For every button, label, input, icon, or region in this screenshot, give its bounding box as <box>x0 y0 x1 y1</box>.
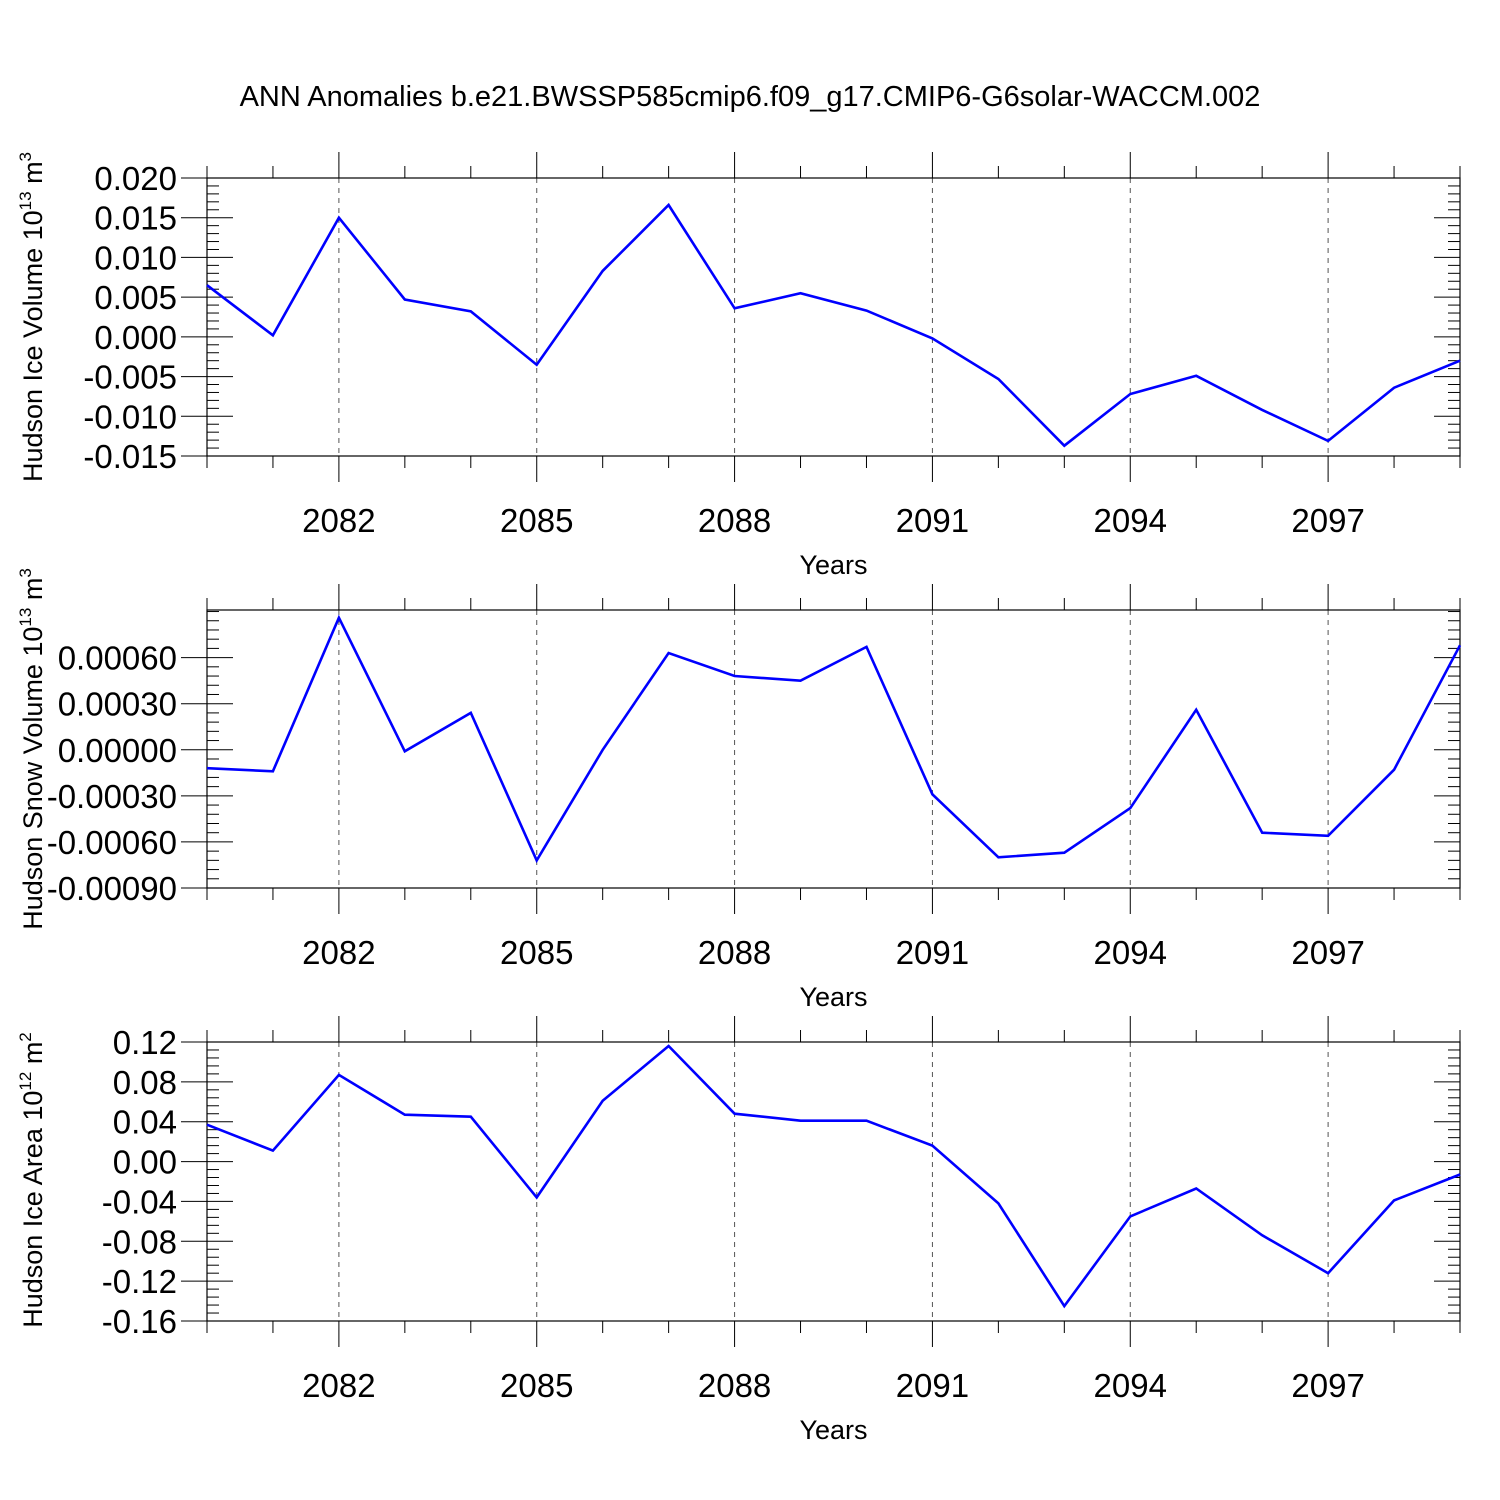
y-tick-label: 0.020 <box>94 160 177 197</box>
series-line <box>206 1044 1461 1309</box>
x-tick-label: 2094 <box>1094 1367 1167 1404</box>
y-axis-label: Hudson Snow Volume 1013 m3 <box>16 568 48 930</box>
y-tick-label: 0.010 <box>94 239 177 276</box>
y-tick-label: 0.015 <box>94 200 177 237</box>
x-tick-label: 2091 <box>896 1367 969 1404</box>
x-axis-label: Years <box>799 550 867 580</box>
panel-1: 2082 2085 2088 2091 2094 2097 Years -0.015-0.01… <box>16 152 1461 580</box>
x-tick-label: 2094 <box>1094 934 1167 971</box>
series-line <box>206 614 1462 864</box>
x-tick-label: 2085 <box>500 1367 573 1404</box>
x-tick-label: 2097 <box>1291 502 1364 539</box>
x-tick-label: 2097 <box>1291 1367 1364 1404</box>
y-tick-label: -0.005 <box>83 359 177 396</box>
y-axis-label: Hudson Ice Volume 1013 m3 <box>16 152 48 482</box>
y-tick-label: 0.00060 <box>58 640 177 677</box>
plot-frame <box>206 1041 1461 1322</box>
x-axis-label: Years <box>799 1415 867 1445</box>
plot-frame <box>206 177 1461 457</box>
plot-frame <box>206 609 1461 889</box>
x-tick-label: 2082 <box>302 502 375 539</box>
y-tick-label: -0.010 <box>83 398 177 435</box>
y-tick-label: -0.015 <box>83 438 177 475</box>
x-tick-label: 2088 <box>698 1367 771 1404</box>
y-tick-label: -0.16 <box>102 1303 177 1340</box>
y-axis-label: Hudson Ice Area 1012 m2 <box>16 1032 48 1328</box>
y-tick-label: -0.00030 <box>47 778 177 815</box>
y-tick-label: 0.00000 <box>58 732 177 769</box>
y-tick-label: 0.12 <box>113 1024 177 1061</box>
x-tick-label: 2085 <box>500 934 573 971</box>
x-tick-label: 2082 <box>302 1367 375 1404</box>
series-line <box>206 202 1461 448</box>
chart-panels: 2082 2085 2088 2091 2094 2097 Years -0.015-0.01… <box>16 152 1462 1445</box>
panel-3: 2082 2085 2088 2091 2094 2097Years-0.16-0.12-… <box>16 1016 1461 1445</box>
x-tick-label: 2094 <box>1094 502 1167 539</box>
x-tick-label: 2082 <box>302 934 375 971</box>
x-tick-label: 2088 <box>698 502 771 539</box>
y-tick-label: 0.08 <box>113 1064 177 1101</box>
y-tick-label: 0.005 <box>94 279 177 316</box>
x-tick-label: 2091 <box>896 934 969 971</box>
y-tick-label: -0.00060 <box>47 824 177 861</box>
x-tick-label: 2085 <box>500 502 573 539</box>
y-tick-label: 0.00 <box>113 1144 177 1181</box>
x-tick-label: 2091 <box>896 502 969 539</box>
y-tick-label: 0.000 <box>94 319 177 356</box>
panel-2: 2082 2085 2088 2091 2094 2097 Years -0.00090 -0.… <box>16 568 1462 1012</box>
chart-title: ANN Anomalies b.e21.BWSSP585cmip6.f09_g1… <box>240 81 1261 113</box>
x-axis-label: Years <box>799 982 867 1012</box>
x-tick-label: 2097 <box>1291 934 1364 971</box>
y-tick-label: -0.12 <box>102 1263 177 1300</box>
x-tick-label: 2088 <box>698 934 771 971</box>
y-tick-label: -0.04 <box>102 1183 177 1220</box>
y-tick-label: 0.00030 <box>58 686 177 723</box>
y-tick-label: -0.00090 <box>47 870 177 907</box>
y-tick-label: -0.08 <box>102 1223 177 1260</box>
y-tick-label: 0.04 <box>113 1104 177 1141</box>
